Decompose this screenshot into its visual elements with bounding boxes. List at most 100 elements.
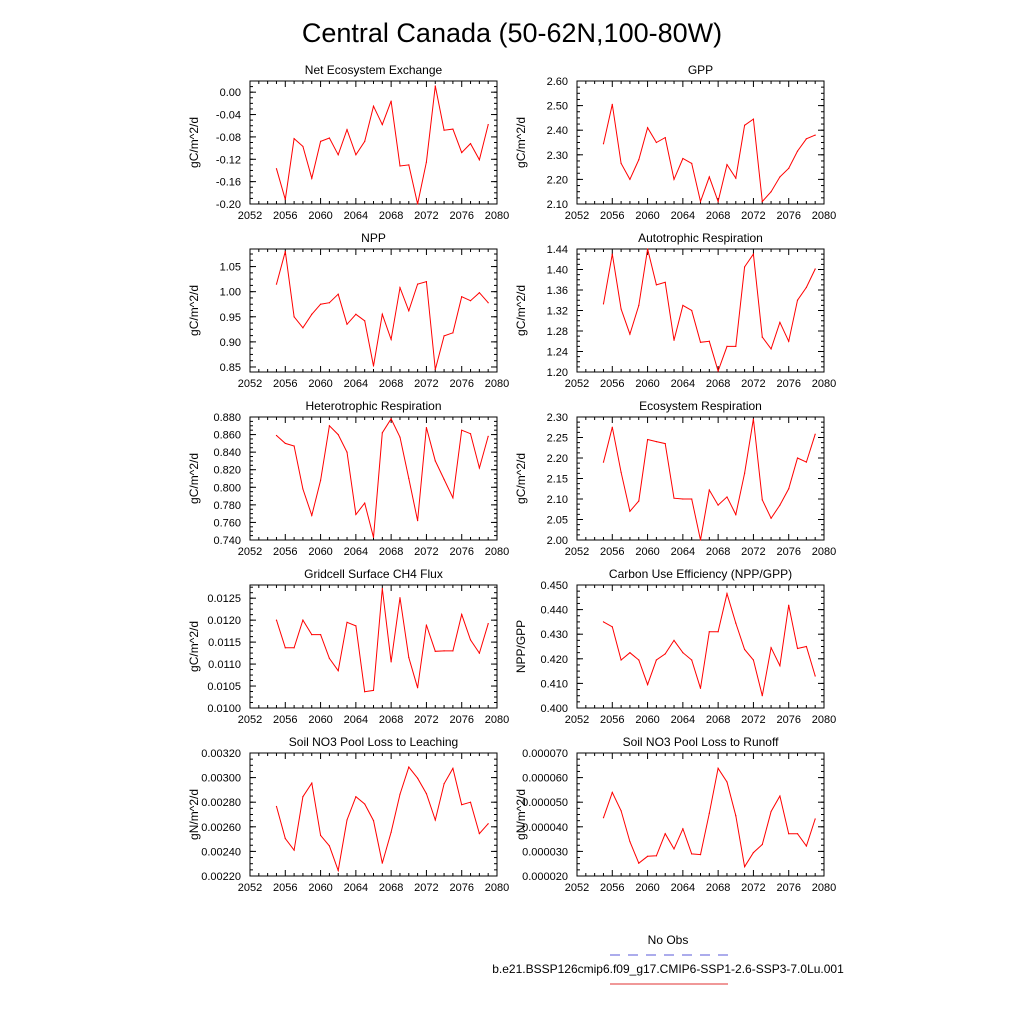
- data-point: [399, 436, 401, 438]
- data-point: [408, 477, 410, 480]
- data-point: [752, 659, 755, 661]
- x-tick-label: 2080: [485, 714, 509, 726]
- data-point: [796, 833, 799, 835]
- x-tick-label: 2060: [308, 378, 332, 390]
- data-point: [311, 782, 313, 784]
- data-point: [452, 497, 454, 499]
- x-tick-label: 2076: [776, 714, 800, 726]
- data-point: [390, 661, 392, 663]
- x-tick-label: 2080: [812, 882, 836, 894]
- plot-frame: [576, 584, 825, 709]
- x-tick-label: 2060: [635, 378, 659, 390]
- plot-frame: [576, 80, 825, 205]
- data-point: [284, 198, 286, 201]
- x-tick-label: 2052: [565, 546, 589, 558]
- data-point: [638, 500, 640, 502]
- data-point: [381, 124, 383, 126]
- data-point: [814, 433, 816, 435]
- x-tick-label: 2072: [414, 378, 438, 390]
- data-point: [726, 593, 728, 595]
- y-axis-label: gC/m^2/d: [187, 453, 201, 504]
- y-axis-label: NPP/GPP: [514, 620, 528, 673]
- panel-title: Carbon Use Efficiency (NPP/GPP): [609, 567, 792, 581]
- data-point: [699, 341, 702, 343]
- data-point: [682, 304, 684, 306]
- x-tick-label: 2060: [635, 882, 659, 894]
- data-point: [761, 336, 763, 338]
- data-point: [390, 831, 392, 833]
- panel-ecosystem-respiration: Ecosystem Respiration gC/m^2/d 2052 2056 206…: [514, 399, 836, 558]
- series-line: [276, 588, 489, 693]
- data-point: [629, 333, 631, 335]
- x-tick-label: 2064: [671, 378, 695, 390]
- data-point: [275, 283, 278, 285]
- data-point: [425, 792, 428, 795]
- data-point: [788, 604, 790, 606]
- x-tick-label: 2056: [600, 210, 624, 222]
- x-tick-label: 2056: [600, 714, 624, 726]
- data-point: [311, 177, 313, 179]
- y-tick-label: 1.44: [547, 244, 568, 256]
- panel-net-ecosystem-exchange: Net Ecosystem Exchange gC/m^2/d 2052 2056 20…: [187, 63, 509, 222]
- data-point: [708, 489, 710, 491]
- panel-soil-no3-pool-loss-to-leaching: Soil NO3 Pool Loss to Leaching gN/m^2/d 20…: [187, 735, 509, 894]
- data-point: [408, 310, 410, 312]
- panel-title: Soil NO3 Pool Loss to Runoff: [623, 735, 780, 749]
- series-line: [603, 104, 816, 204]
- data-point: [434, 819, 436, 821]
- x-tick-label: 2056: [273, 378, 297, 390]
- data-point: [417, 520, 419, 522]
- data-point: [372, 536, 375, 538]
- data-point: [655, 284, 657, 286]
- data-point: [399, 165, 401, 167]
- data-point: [770, 191, 772, 193]
- data-point: [620, 308, 622, 310]
- series-line: [603, 591, 816, 696]
- plot-frame: [249, 752, 498, 877]
- data-point: [452, 128, 454, 130]
- data-point: [744, 866, 746, 868]
- data-point: [691, 853, 693, 855]
- data-point: [319, 834, 322, 837]
- panel-title: NPP: [361, 231, 386, 245]
- data-point: [699, 853, 702, 856]
- y-tick-label: 0.0120: [207, 615, 241, 627]
- x-tick-label: 2052: [238, 714, 262, 726]
- data-point: [346, 621, 348, 623]
- data-point: [487, 823, 489, 825]
- data-point: [717, 631, 719, 633]
- y-tick-label: 0.800: [213, 482, 241, 494]
- x-tick-label: 2056: [600, 882, 624, 894]
- data-point: [620, 471, 622, 473]
- y-tick-label: 0.0105: [207, 681, 241, 693]
- y-tick-label: 0.000060: [522, 773, 568, 785]
- data-point: [788, 167, 790, 169]
- x-tick-label: 2068: [706, 882, 730, 894]
- y-tick-label: 0.440: [540, 605, 568, 617]
- data-point: [735, 513, 737, 516]
- data-point: [761, 200, 763, 203]
- data-point: [328, 302, 330, 304]
- y-tick-label: 2.30: [547, 150, 568, 162]
- data-point: [478, 467, 480, 469]
- data-point: [275, 168, 278, 170]
- data-point: [691, 309, 693, 312]
- data-point: [417, 283, 419, 285]
- data-point: [744, 648, 746, 651]
- x-tick-label: 2072: [741, 210, 765, 222]
- x-tick-label: 2080: [485, 546, 509, 558]
- y-tick-label: 0.00220: [201, 871, 241, 883]
- data-point: [337, 293, 339, 295]
- y-tick-label: 0.00: [220, 87, 241, 99]
- data-point: [319, 303, 322, 305]
- data-point: [779, 321, 781, 323]
- y-tick-label: 2.25: [547, 433, 568, 445]
- y-tick-label: 2.50: [547, 101, 568, 113]
- data-point: [735, 622, 737, 624]
- y-tick-label: 2.10: [547, 199, 568, 211]
- data-point: [655, 441, 657, 443]
- panels-group: Net Ecosystem Exchange gC/m^2/d 2052 2056 20…: [187, 63, 836, 894]
- data-point: [629, 510, 631, 512]
- data-point: [319, 140, 322, 142]
- data-point: [708, 340, 710, 342]
